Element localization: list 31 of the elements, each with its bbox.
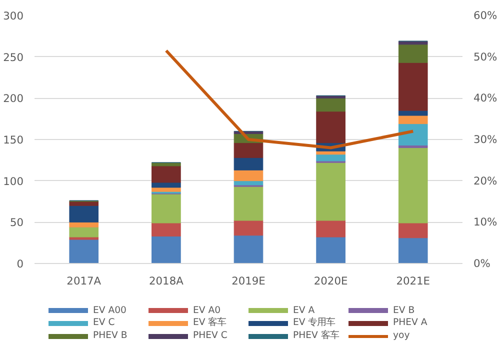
y-tick-label: 100	[3, 174, 24, 188]
y-tick-label: 300	[3, 10, 24, 22]
legend-label: EV C	[93, 316, 116, 328]
y2-tick-label: 40%	[474, 92, 498, 105]
y2-tick-label: 10%	[474, 216, 498, 229]
legend-label: EV 专用车	[293, 316, 336, 329]
legend-label: EV A0	[193, 304, 222, 316]
legend-label: PHEV B	[93, 330, 128, 342]
y2-tick-label: 0%	[474, 257, 490, 270]
legend-label: PHEV A	[393, 316, 428, 328]
legend-label: EV 客车	[193, 316, 228, 329]
y-tick-label: 200	[3, 92, 24, 106]
legend-label: EV B	[393, 304, 416, 316]
y2-tick-label: 50%	[474, 50, 498, 64]
legend-label: PHEV C	[193, 330, 228, 342]
x-tick-label: 2018A	[148, 274, 184, 288]
x-tick-label: 2017A	[66, 274, 102, 288]
y2-tick-label: 20%	[474, 174, 498, 188]
y-tick-label: 250	[3, 50, 24, 64]
legend-label: yoy	[393, 330, 411, 342]
y2-tick-label: 60%	[474, 9, 498, 22]
y-tick-label: 50	[10, 216, 24, 230]
legend-label: EV A00	[93, 304, 128, 316]
x-tick-label: 2021E	[396, 274, 430, 288]
x-tick-label: 2019E	[232, 274, 266, 288]
y-tick-label: 150	[3, 134, 24, 146]
y2-tick-label: 30%	[474, 133, 498, 146]
legend-label: PHEV 客车	[293, 329, 340, 342]
x-tick-label: 2020E	[314, 274, 348, 288]
legend-label: EV A	[293, 304, 316, 316]
y-tick-label: 0	[16, 258, 24, 270]
